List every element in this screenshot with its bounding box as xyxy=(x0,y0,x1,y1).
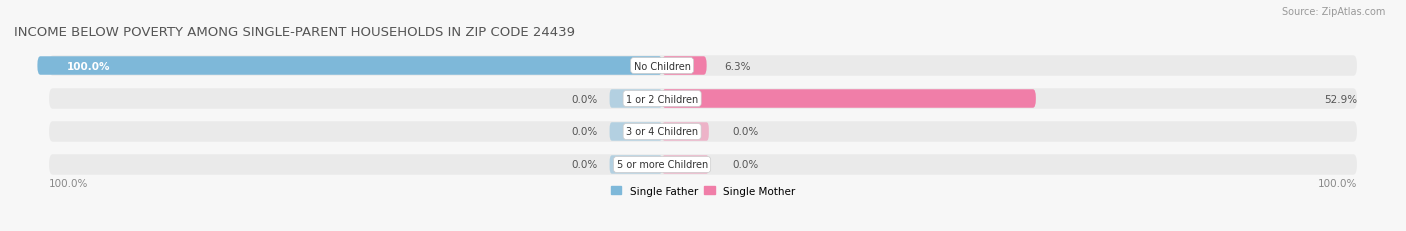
Text: 3 or 4 Children: 3 or 4 Children xyxy=(626,127,699,137)
FancyBboxPatch shape xyxy=(49,56,1357,76)
Text: 0.0%: 0.0% xyxy=(572,127,598,137)
Text: 6.3%: 6.3% xyxy=(724,61,751,71)
FancyBboxPatch shape xyxy=(662,57,707,75)
FancyBboxPatch shape xyxy=(49,122,1357,142)
Text: 100.0%: 100.0% xyxy=(66,61,110,71)
FancyBboxPatch shape xyxy=(662,123,709,141)
Text: 1 or 2 Children: 1 or 2 Children xyxy=(626,94,699,104)
Text: 100.0%: 100.0% xyxy=(49,179,89,188)
FancyBboxPatch shape xyxy=(49,155,1357,175)
FancyBboxPatch shape xyxy=(610,156,662,174)
Text: 0.0%: 0.0% xyxy=(572,160,598,170)
Text: Source: ZipAtlas.com: Source: ZipAtlas.com xyxy=(1281,7,1385,17)
Legend: Single Father, Single Mother: Single Father, Single Mother xyxy=(610,186,796,196)
Text: 0.0%: 0.0% xyxy=(733,127,758,137)
FancyBboxPatch shape xyxy=(38,57,662,75)
FancyBboxPatch shape xyxy=(610,123,662,141)
FancyBboxPatch shape xyxy=(662,90,1036,108)
Text: INCOME BELOW POVERTY AMONG SINGLE-PARENT HOUSEHOLDS IN ZIP CODE 24439: INCOME BELOW POVERTY AMONG SINGLE-PARENT… xyxy=(14,26,575,39)
FancyBboxPatch shape xyxy=(49,89,1357,109)
Text: 0.0%: 0.0% xyxy=(733,160,758,170)
Text: 5 or more Children: 5 or more Children xyxy=(616,160,707,170)
FancyBboxPatch shape xyxy=(610,90,662,108)
Text: 100.0%: 100.0% xyxy=(1317,179,1357,188)
Text: 52.9%: 52.9% xyxy=(1324,94,1357,104)
Text: 0.0%: 0.0% xyxy=(572,94,598,104)
FancyBboxPatch shape xyxy=(662,156,709,174)
Text: No Children: No Children xyxy=(634,61,690,71)
